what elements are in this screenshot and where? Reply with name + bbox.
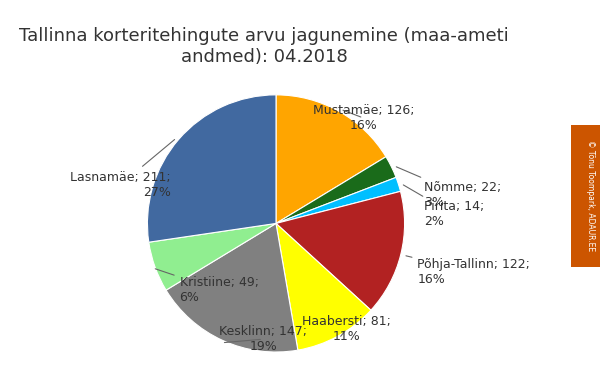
Text: Mustamäe; 126;
16%: Mustamäe; 126; 16% [313, 104, 414, 132]
Wedge shape [166, 223, 298, 352]
Text: Haabersti; 81;
11%: Haabersti; 81; 11% [302, 315, 391, 343]
Text: Pirita; 14;
2%: Pirita; 14; 2% [403, 185, 484, 229]
Wedge shape [276, 95, 386, 223]
Wedge shape [276, 157, 396, 223]
Wedge shape [149, 223, 276, 290]
Text: © Tõnu Toompark, ADAUR.EE: © Tõnu Toompark, ADAUR.EE [587, 140, 595, 252]
Text: Tallinna korteritehingute arvu jagunemine (maa-ameti
andmed): 04.2018: Tallinna korteritehingute arvu jagunemin… [19, 27, 509, 66]
Text: Lasnamäe; 211;
27%: Lasnamäe; 211; 27% [70, 140, 175, 199]
Wedge shape [276, 178, 401, 223]
Wedge shape [276, 191, 404, 310]
Wedge shape [276, 223, 371, 350]
Text: Põhja-Tallinn; 122;
16%: Põhja-Tallinn; 122; 16% [406, 256, 530, 286]
Text: Kristiine; 49;
6%: Kristiine; 49; 6% [155, 269, 259, 304]
Text: Nõmme; 22;
3%: Nõmme; 22; 3% [397, 167, 501, 209]
Text: Kesklinn; 147;
19%: Kesklinn; 147; 19% [219, 325, 307, 353]
Wedge shape [148, 95, 276, 242]
